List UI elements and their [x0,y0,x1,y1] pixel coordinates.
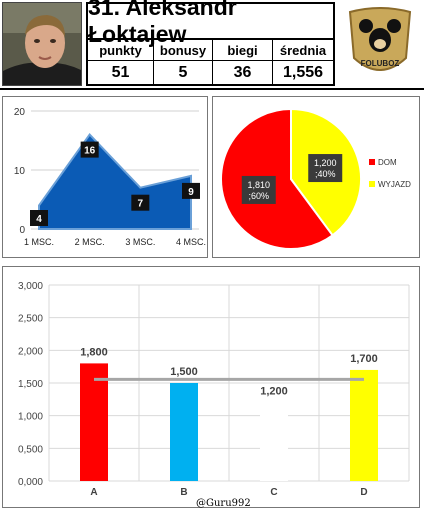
bar [260,402,288,481]
legend-label: WYJAZD [378,180,411,189]
rider-title: 31. Aleksandr Łoktajew [86,0,335,47]
y-tick-label: 3,000 [18,281,43,292]
bar [170,383,198,481]
stat-label-bonus: bonusy [154,40,213,61]
header-divider [0,88,424,90]
x-tick-label: 1 MSC. [24,237,54,247]
y-tick-label: 1,500 [18,379,43,390]
stat-label-points: punkty [88,40,154,61]
pie-label-bg [241,175,276,204]
y-tick-label: 20 [14,107,26,118]
x-tick-label: 3 MSC. [125,237,155,247]
bar-chart-panel: 0,000 0,500 1,000 1,500 2,000 2,500 3,000 1,800… [2,266,420,508]
rider-portrait-image [3,3,81,85]
stat-value-bonus: 5 [154,61,213,84]
data-label: 9 [188,187,194,198]
x-tick-label: 2 MSC. [75,237,105,247]
y-tick-label: 10 [14,166,26,177]
pie-data-label: 1,810 [247,180,270,190]
data-label-bg [80,141,99,158]
bar [80,363,108,481]
header: 31. Aleksandr Łoktajew punkty bonusy bie… [0,0,424,90]
data-label: 7 [138,199,144,210]
pie-chart: 1,810;60% 1,200;40% DOM WYJAZD [220,107,411,250]
data-label-bg [30,210,48,226]
x-tick-label: D [360,487,367,498]
pie-data-label: ;40% [315,169,336,179]
bar-data-label: 1,800 [80,346,108,358]
team-logo-image: FOLUBOZ [340,2,420,86]
stats-table: punkty bonusy biegi średnia 51 5 36 1,55… [86,40,335,86]
logo-text: FOLUBOZ [361,59,400,68]
bar-data-label: 1,700 [350,353,378,365]
y-tick-label: 2,000 [18,346,43,357]
x-tick-label: A [90,487,97,498]
pie-label-bg [308,154,343,183]
bar [350,369,378,481]
data-label-bg [131,194,150,211]
watermark: @Guru992 [196,498,251,509]
stat-label-heats: biegi [213,40,273,61]
area-chart: 0 10 20 4 1 MSC. 16 2 MSC. 7 3 MSC. 9 4 MSC. [14,107,206,247]
y-tick-label: 0 [19,225,25,236]
legend-label: DOM [378,158,397,167]
legend-swatch [369,159,375,165]
pie-data-label: 1,200 [314,158,337,168]
rider-photo [2,2,82,86]
pie-slice [220,107,335,250]
area-series [38,133,192,230]
team-logo: FOLUBOZ [340,2,420,86]
bar-data-label: 1,500 [170,366,198,378]
y-tick-label: 0,000 [18,477,43,488]
legend-swatch [369,181,375,187]
pie-chart-panel: 1,810 ;60% 1,200 ;40% DOM WYJAZD [212,96,420,258]
data-label: 4 [36,214,42,225]
y-tick-label: 1,000 [18,412,43,423]
stat-value-heats: 36 [213,61,273,84]
y-tick-label: 2,500 [18,314,43,325]
data-label-bg [182,182,200,199]
x-tick-label: C [270,487,277,498]
x-tick-label: B [180,487,187,498]
pie-data-label: ;60% [249,191,270,201]
x-tick-label: 4 MSC. [176,237,206,247]
bar-data-label: 1,200 [260,386,288,398]
data-label: 16 [84,146,96,157]
stat-value-points: 51 [88,61,154,84]
area-chart-panel: 0 10 20 4 1 MSC. 16 2 MSC. 7 3 MSC. 9 4 MSC. [2,96,208,258]
stat-value-average: 1,556 [282,63,324,81]
stat-label-average: średnia [273,40,333,61]
bar-chart: 0,000 0,500 1,000 1,500 2,000 2,500 3,000 1,800… [18,281,410,498]
y-tick-label: 0,500 [18,444,43,455]
